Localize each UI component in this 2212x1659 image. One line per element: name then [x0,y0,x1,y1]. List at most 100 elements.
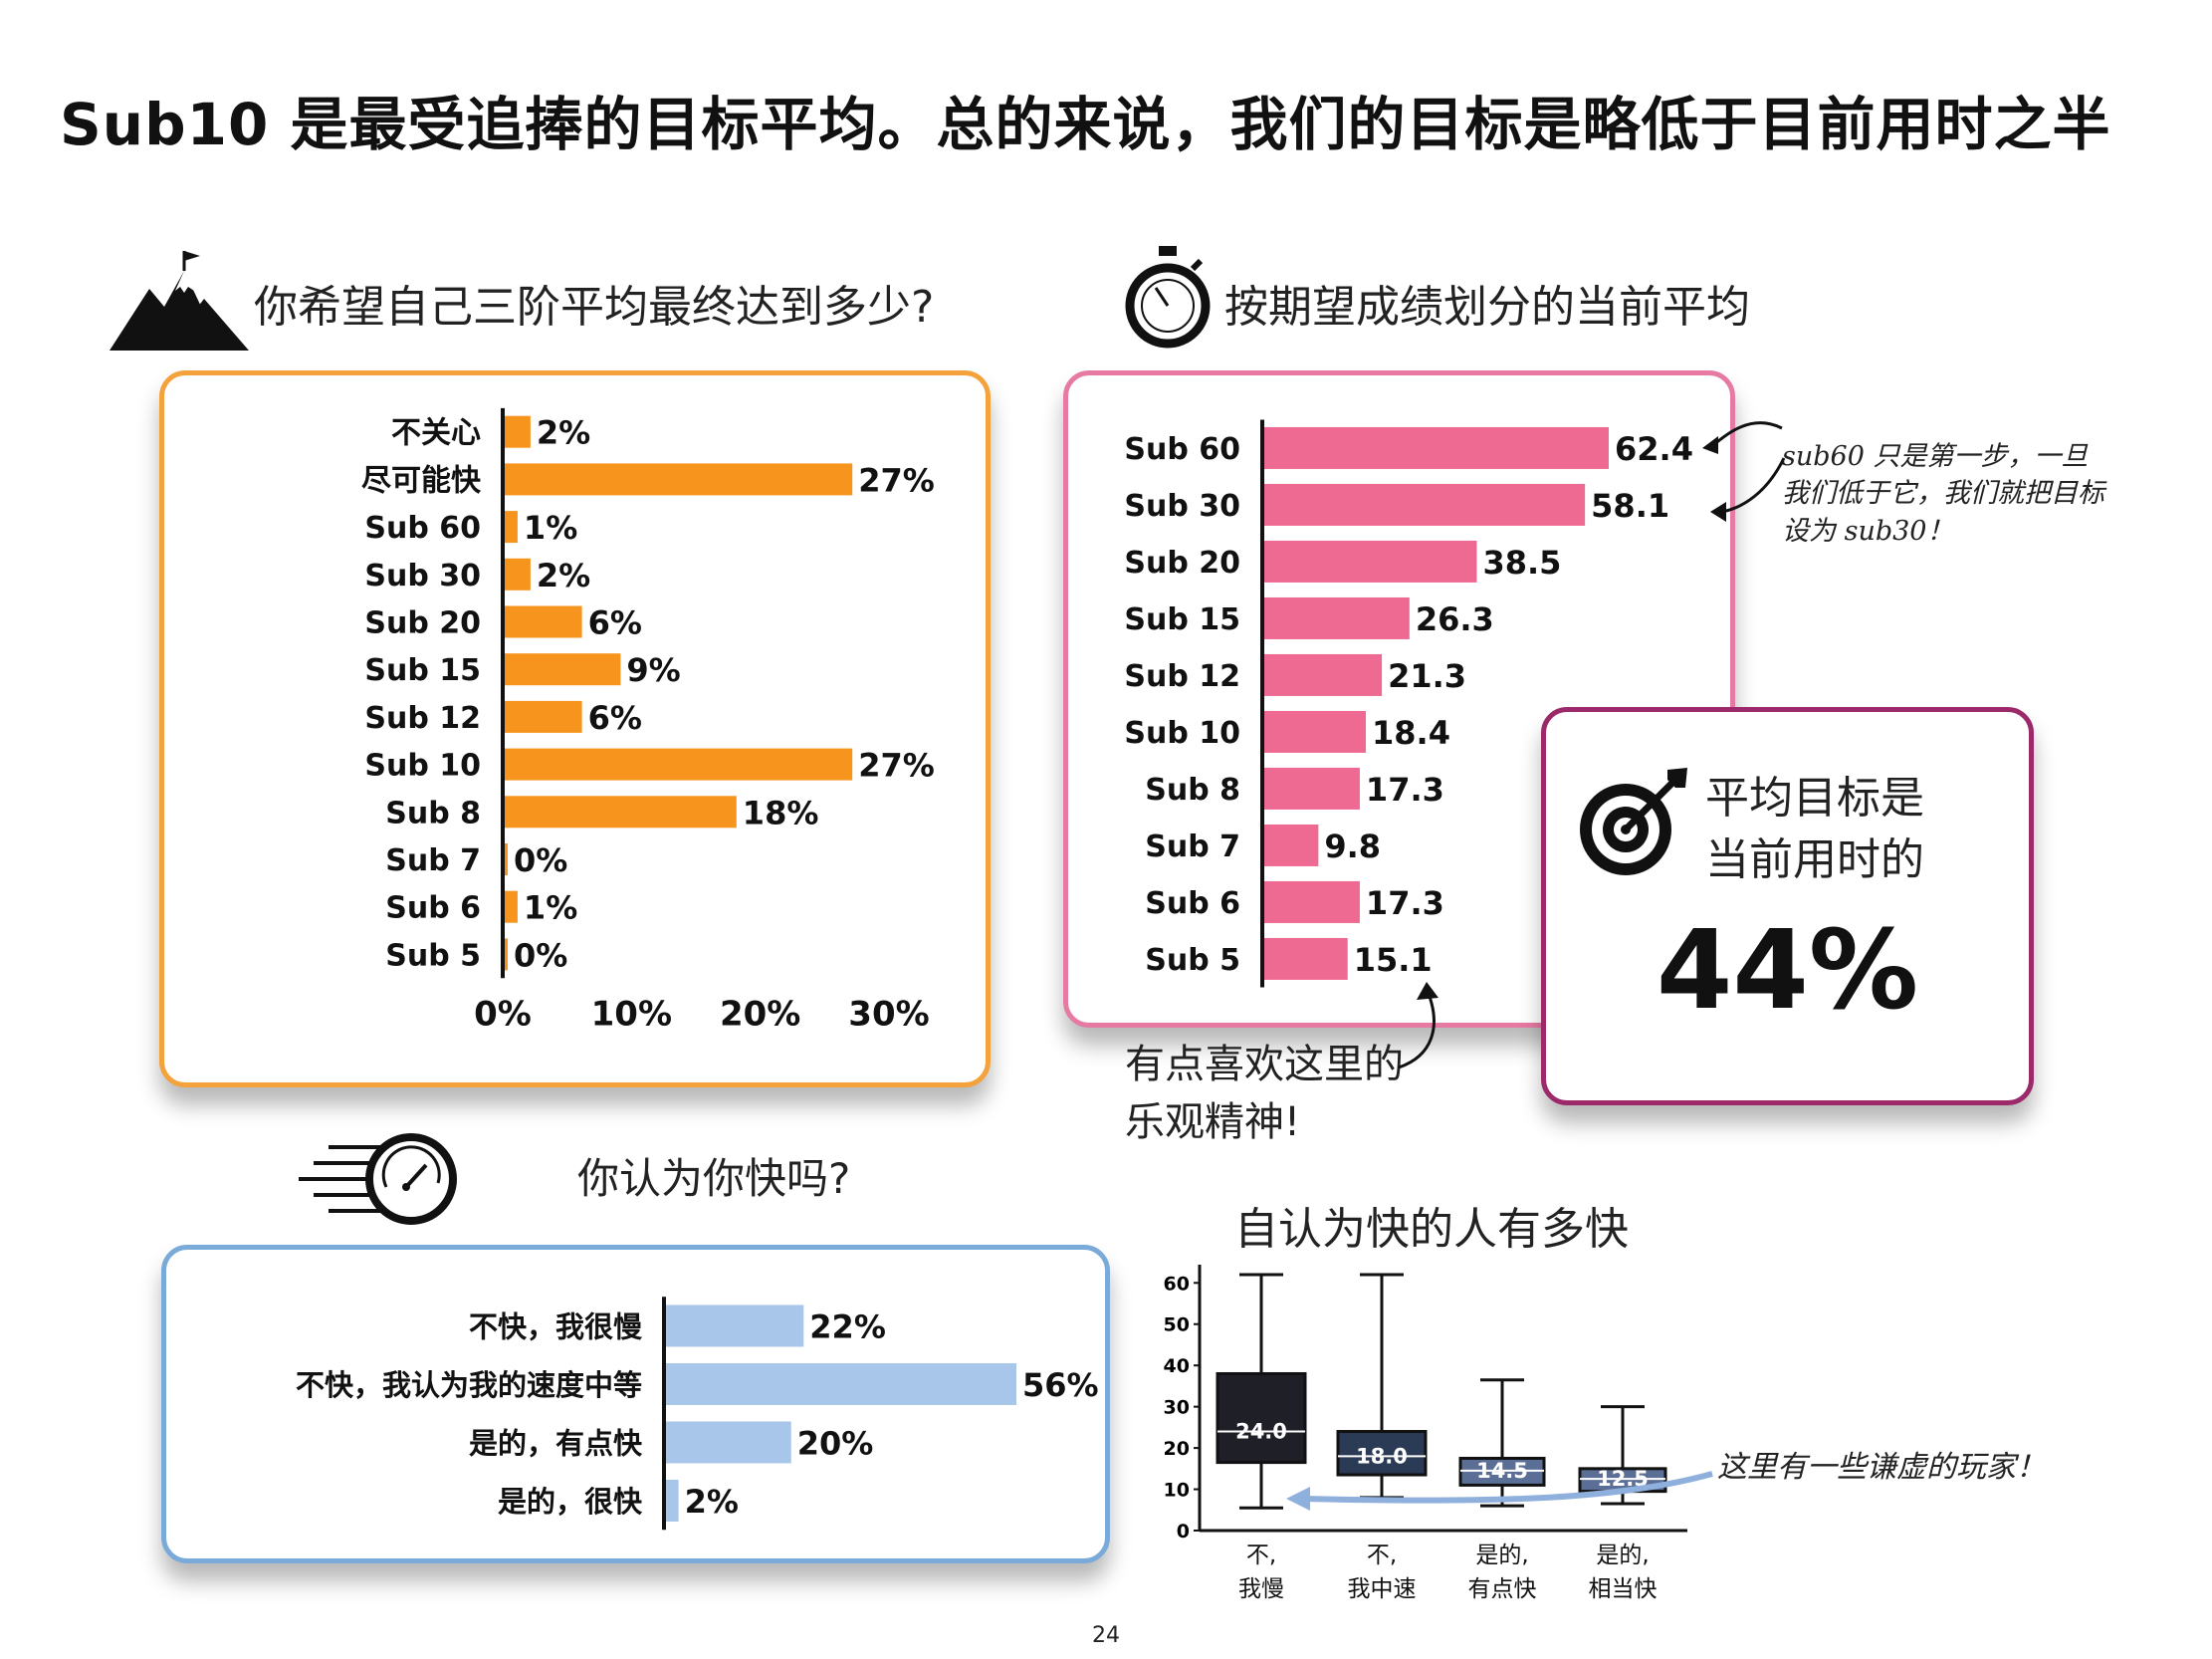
x-tick-label: 30% [848,994,929,1034]
value-label: 2% [537,557,590,594]
bar [505,748,853,781]
category-label: 是的，很快 [498,1485,643,1519]
category-label: 是的，有点快 [469,1426,643,1460]
fast-chart-card: 不快，我很慢 22% 不快，我认为我的速度中等 56% 是的，有点快 20% 是的，很快 2% [161,1245,1110,1563]
humble-arrow [1286,1471,1713,1511]
value-label: 27% [858,747,935,785]
y-tick-label: 50 [1164,1314,1190,1336]
x-category-label: 不, [1246,1542,1276,1568]
bar [666,1479,679,1522]
bar [666,1304,804,1347]
callout-value: 44% [1656,906,1919,1034]
x-category-label: 相当快 [1589,1576,1658,1602]
goal-chart-title: 你希望自己三阶平均最终达到多少? [254,282,935,333]
goal-bar-chart: 不关心 2% 尽可能快 27% Sub 60 1% Sub 30 2% Sub 20 6% Sub … [361,407,935,1034]
bar [505,842,508,875]
bar [1264,937,1348,980]
bar [505,463,853,496]
current-bar-chart: Sub 60 62.4 Sub 30 58.1 Sub 20 38.5 Sub 15 26.3… [1124,419,1693,988]
category-label: Sub 6 [1145,886,1240,921]
bar [1264,483,1586,526]
bar [1264,710,1367,753]
category-label: Sub 6 [385,891,481,926]
x-tick-label: 0% [474,994,532,1034]
value-label: 2% [537,414,590,452]
median-label: 24.0 [1235,1420,1287,1444]
bar [1264,653,1383,696]
y-tick-label: 40 [1164,1355,1190,1377]
bar [505,605,582,638]
goal-chart-card: 不关心 2% 尽可能快 27% Sub 60 1% Sub 30 2% Sub 20 6% Sub … [159,370,991,1087]
optimism-arrow [1398,982,1438,1069]
category-label: Sub 8 [1145,773,1240,808]
category-label: Sub 20 [364,605,481,640]
category-label: 不快，我认为我的速度中等 [296,1368,642,1402]
value-label: 6% [588,603,642,641]
bar [1264,880,1360,923]
bar [1264,540,1477,583]
y-tick-label: 0 [1177,1521,1190,1542]
bar [505,653,621,686]
value-label: 9% [626,651,680,689]
howfast-chart-title: 自认为快的人有多快 [1234,1204,1629,1255]
x-category-label: 我中速 [1348,1576,1417,1602]
x-category-label: 有点快 [1468,1576,1537,1602]
category-label: Sub 60 [1124,432,1240,467]
median-label: 14.5 [1476,1459,1528,1483]
category-label: 不快，我很慢 [469,1309,643,1343]
value-label: 56% [1022,1366,1099,1404]
median-label: 18.0 [1356,1444,1408,1468]
value-label: 21.3 [1388,657,1466,695]
box [1336,1430,1428,1477]
value-label: 18% [743,794,819,831]
fast-chart-title: 你认为你快吗? [577,1154,851,1203]
bar [505,890,518,923]
howfast-box-plot: 0 10 20 30 40 50 60 24.0 不, 我慢 18.0 不, 我中速 14.5 是的, 有点快… [1164,1265,1687,1602]
x-category-label: 是的, [1596,1542,1649,1568]
x-category-label: 不, [1367,1542,1397,1568]
x-tick-label: 20% [720,994,800,1034]
value-label: 9.8 [1324,828,1381,865]
bar [1264,596,1410,639]
bar [505,796,737,829]
value-label: 20% [797,1424,874,1462]
category-label: Sub 5 [385,938,481,973]
bar [1264,824,1319,866]
value-label: 0% [514,841,567,879]
box [1458,1456,1546,1487]
y-tick-label: 30 [1164,1397,1190,1419]
value-label: 15.1 [1354,941,1433,979]
target-icon [1580,768,1687,875]
mountain-icon [110,251,249,351]
note-arrows [1702,421,1786,522]
x-category-label: 是的, [1475,1542,1528,1568]
humble-note: 这里有一些谦虚的玩家！ [1717,1450,2046,1485]
category-label: Sub 30 [364,559,481,593]
speedometer-icon [299,1133,457,1225]
value-label: 6% [588,699,642,737]
y-tick-label: 20 [1164,1438,1190,1460]
category-label: Sub 7 [1145,830,1240,864]
category-label: Sub 15 [1124,602,1240,637]
bar [505,511,518,544]
sub60-note: sub60 只是第一步，一旦我们低于它，我们就把目标设为 sub30！ [1782,441,2104,547]
value-label: 17.3 [1366,771,1444,809]
bar [505,938,508,971]
value-label: 0% [514,936,567,974]
category-label: Sub 10 [364,749,481,784]
current-chart-title: 按期望成绩划分的当前平均 [1224,282,1750,333]
value-label: 38.5 [1482,544,1561,582]
callout-line1: 平均目标是 [1705,773,1924,824]
optimism-note: 有点喜欢这里的乐观精神! [1125,1042,1404,1145]
x-category-label: 我慢 [1238,1576,1284,1602]
category-label: Sub 7 [385,843,481,878]
x-tick-label: 10% [591,994,672,1034]
value-label: 1% [524,509,577,547]
category-label: Sub 5 [1145,943,1240,978]
value-label: 22% [809,1307,886,1345]
bar [1264,426,1609,469]
callout-line2: 当前用时的 [1705,834,1924,885]
category-label: 尽可能快 [361,463,482,498]
category-label: Sub 10 [1124,716,1240,751]
value-label: 17.3 [1366,884,1444,922]
